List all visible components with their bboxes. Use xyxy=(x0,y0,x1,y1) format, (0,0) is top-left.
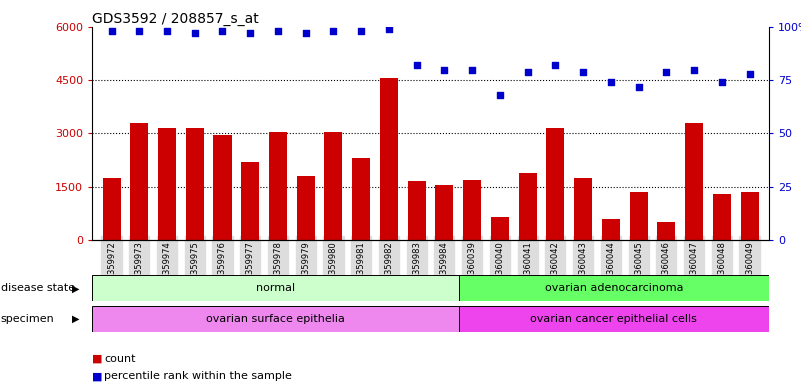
Bar xyxy=(92,306,459,332)
Point xyxy=(216,28,229,34)
Bar xyxy=(103,178,120,240)
Text: ■: ■ xyxy=(92,371,103,381)
Text: percentile rank within the sample: percentile rank within the sample xyxy=(104,371,292,381)
Bar xyxy=(241,162,260,240)
Point xyxy=(383,26,396,32)
Text: disease state: disease state xyxy=(1,283,75,293)
Bar xyxy=(352,158,370,240)
Bar xyxy=(713,194,731,240)
Point xyxy=(161,28,174,34)
Point xyxy=(272,28,284,34)
Point xyxy=(521,69,534,75)
Text: ▶: ▶ xyxy=(72,314,79,324)
Bar xyxy=(491,217,509,240)
Point xyxy=(355,28,368,34)
Text: ovarian adenocarcinoma: ovarian adenocarcinoma xyxy=(545,283,683,293)
Point xyxy=(438,66,451,73)
Point xyxy=(660,69,673,75)
Bar xyxy=(463,180,481,240)
Bar xyxy=(158,128,176,240)
Text: ▶: ▶ xyxy=(72,283,79,293)
Bar xyxy=(186,128,203,240)
Bar xyxy=(131,123,148,240)
Point xyxy=(327,28,340,34)
Text: ■: ■ xyxy=(92,354,103,364)
Point xyxy=(465,66,478,73)
Point xyxy=(188,30,201,36)
Bar xyxy=(296,176,315,240)
Point xyxy=(493,92,506,98)
Bar xyxy=(685,123,703,240)
Bar xyxy=(214,135,231,240)
Bar xyxy=(741,192,759,240)
Text: normal: normal xyxy=(256,283,295,293)
Text: GDS3592 / 208857_s_at: GDS3592 / 208857_s_at xyxy=(92,12,259,26)
Text: ovarian cancer epithelial cells: ovarian cancer epithelial cells xyxy=(530,314,698,324)
Point xyxy=(549,62,562,68)
Bar xyxy=(602,219,620,240)
Bar xyxy=(518,172,537,240)
Bar xyxy=(436,185,453,240)
Point xyxy=(133,28,146,34)
Point xyxy=(715,79,728,85)
Bar xyxy=(630,192,647,240)
Point xyxy=(244,30,256,36)
Bar xyxy=(546,128,565,240)
Bar xyxy=(574,178,592,240)
Text: ovarian surface epithelia: ovarian surface epithelia xyxy=(206,314,345,324)
Bar xyxy=(459,306,769,332)
Point xyxy=(605,79,618,85)
Point xyxy=(410,62,423,68)
Point xyxy=(300,30,312,36)
Bar xyxy=(380,78,398,240)
Bar xyxy=(658,222,675,240)
Point xyxy=(632,83,645,89)
Text: count: count xyxy=(104,354,135,364)
Text: specimen: specimen xyxy=(1,314,54,324)
Bar xyxy=(92,275,459,301)
Point xyxy=(743,71,756,77)
Bar xyxy=(459,275,769,301)
Point xyxy=(687,66,700,73)
Bar xyxy=(269,132,287,240)
Point xyxy=(105,28,118,34)
Bar xyxy=(408,181,425,240)
Point xyxy=(577,69,590,75)
Bar xyxy=(324,132,343,240)
